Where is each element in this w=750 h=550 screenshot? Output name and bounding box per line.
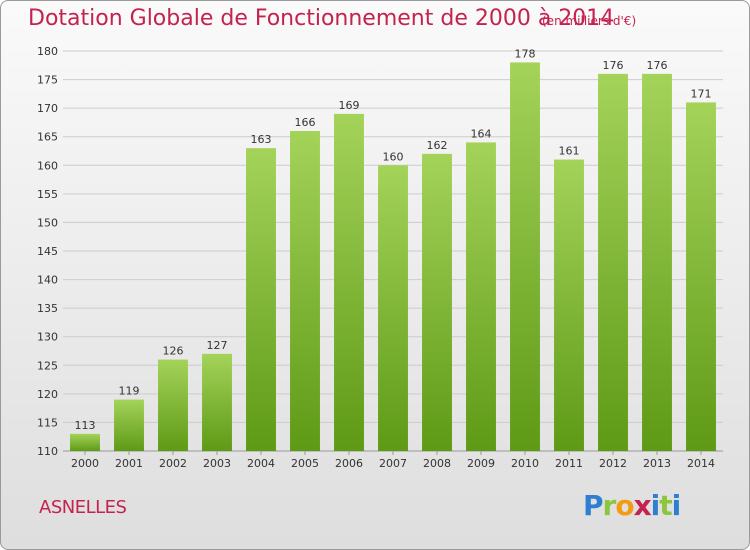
bar xyxy=(290,131,320,451)
bar-value-label: 169 xyxy=(339,99,360,112)
bar xyxy=(466,142,496,451)
x-tick-label: 2006 xyxy=(335,457,363,470)
y-tick-label: 110 xyxy=(37,445,58,458)
y-tick-label: 170 xyxy=(37,102,58,115)
bars xyxy=(70,62,716,452)
x-tick-label: 2002 xyxy=(159,457,187,470)
x-tick-label: 2009 xyxy=(467,457,495,470)
x-tick-label: 2001 xyxy=(115,457,143,470)
bar xyxy=(70,433,100,451)
bar xyxy=(554,159,584,452)
bar-value-label: 126 xyxy=(163,345,184,358)
bar-value-label: 119 xyxy=(119,385,140,398)
commune-name: ASNELLES xyxy=(39,497,127,518)
x-tick-label: 2014 xyxy=(687,457,715,470)
bar xyxy=(378,165,408,452)
bar-value-label: 164 xyxy=(471,127,492,140)
y-tick-label: 145 xyxy=(37,245,58,258)
bar-value-label: 113 xyxy=(75,419,96,432)
y-tick-label: 130 xyxy=(37,331,58,344)
bar-value-label: 160 xyxy=(383,150,404,163)
x-tick-label: 2007 xyxy=(379,457,407,470)
bar xyxy=(642,73,672,451)
bar-value-label: 163 xyxy=(251,133,272,146)
bar-labels: 113 119 126 127 163 166 169 160 162 164 178 161 176 1… xyxy=(75,47,712,431)
x-tick-label: 2013 xyxy=(643,457,671,470)
logo-letter: x xyxy=(633,489,652,522)
bar xyxy=(202,353,232,451)
bar-value-label: 176 xyxy=(603,59,624,72)
x-tick-label: 2003 xyxy=(203,457,231,470)
y-tick-label: 120 xyxy=(37,388,58,401)
y-tick-label: 150 xyxy=(37,216,58,229)
x-axis-ticks: 2000 2001 2002 2003 2004 2005 2006 2007 2008 2009… xyxy=(71,451,715,470)
bar-value-label: 176 xyxy=(647,59,668,72)
chart-subtitle: (en milliers d'€) xyxy=(542,14,637,28)
bar-value-label: 161 xyxy=(559,145,580,158)
x-tick-label: 2008 xyxy=(423,457,451,470)
bar xyxy=(246,148,276,451)
y-tick-label: 160 xyxy=(37,159,58,172)
bar-value-label: 166 xyxy=(295,116,316,129)
x-tick-label: 2012 xyxy=(599,457,627,470)
y-tick-label: 140 xyxy=(37,274,58,287)
bar-value-label: 127 xyxy=(207,339,228,352)
y-tick-label: 180 xyxy=(37,45,58,58)
x-tick-label: 2004 xyxy=(247,457,275,470)
logo-letter: P xyxy=(583,489,604,522)
logo-letter: i xyxy=(650,489,661,522)
bar xyxy=(158,359,188,451)
y-tick-label: 115 xyxy=(37,416,58,429)
bar xyxy=(510,62,540,452)
x-tick-label: 2010 xyxy=(511,457,539,470)
bar xyxy=(334,113,364,451)
y-tick-label: 165 xyxy=(37,131,58,144)
y-tick-label: 125 xyxy=(37,359,58,372)
proxiti-logo[interactable]: Proxiti xyxy=(583,489,682,522)
y-tick-label: 175 xyxy=(37,74,58,87)
logo-letter: o xyxy=(615,489,634,522)
chart-title: Dotation Globale de Fonctionnement de 20… xyxy=(28,6,615,31)
bar xyxy=(422,153,452,451)
x-tick-label: 2005 xyxy=(291,457,319,470)
bar xyxy=(598,73,628,451)
logo-letter: r xyxy=(602,489,617,522)
bar-value-label: 171 xyxy=(691,87,712,100)
y-tick-label: 135 xyxy=(37,302,58,315)
bar-value-label: 178 xyxy=(515,47,536,60)
logo-letter: t xyxy=(659,489,672,522)
bar-value-label: 162 xyxy=(427,139,448,152)
logo-letter: i xyxy=(671,489,682,522)
y-tick-label: 155 xyxy=(37,188,58,201)
bar xyxy=(686,102,716,451)
y-axis-ticks: 110 115 120 125 130 135 140 145 150 155 160 165 170 1… xyxy=(37,45,58,458)
x-tick-label: 2000 xyxy=(71,457,99,470)
x-tick-label: 2011 xyxy=(555,457,583,470)
bar xyxy=(114,399,144,451)
